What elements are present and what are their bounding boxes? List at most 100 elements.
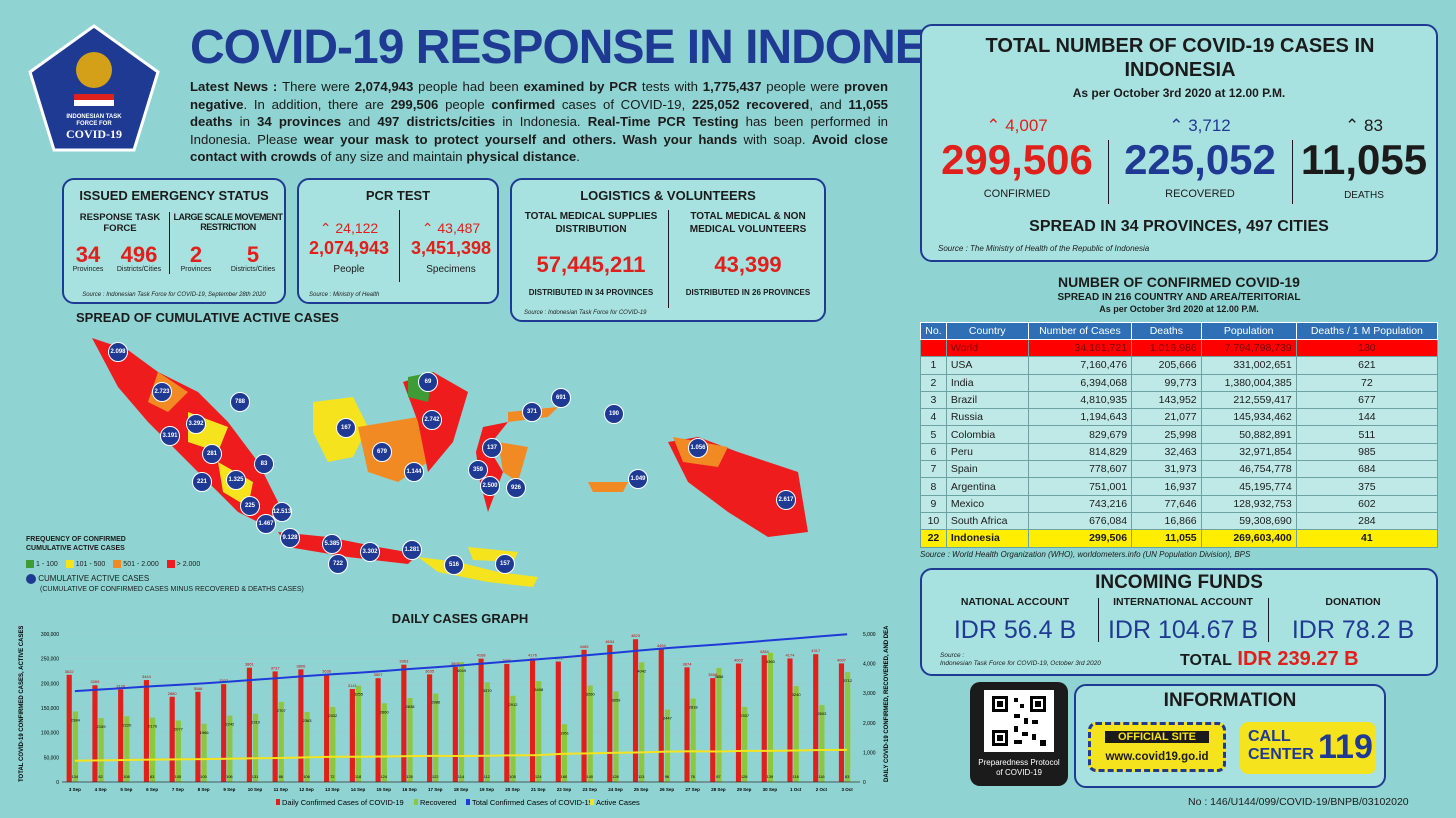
table-cell: 99,773 xyxy=(1131,373,1202,392)
table-cell: 1,194,643 xyxy=(1027,408,1133,427)
table-cell: 331,002,651 xyxy=(1200,356,1297,375)
table-cell: Spain xyxy=(945,460,1029,479)
y-tick-right: 4,000 xyxy=(863,662,876,668)
table-cell: 778,607 xyxy=(1027,460,1133,479)
recovered-label: 3240 xyxy=(792,692,802,697)
recovered-label: RECOVERED xyxy=(1165,188,1235,200)
confirmed-bar xyxy=(427,674,433,782)
x-tick: 16 Sep xyxy=(402,787,417,792)
totals-asof: As per October 3rd 2020 at 12.00 P.M. xyxy=(1072,86,1286,100)
recovered-bar xyxy=(150,717,156,782)
deaths-label: 140 xyxy=(586,774,593,779)
y-tick-right: 5,000 xyxy=(863,632,876,638)
recovered-label: 4049 xyxy=(457,668,467,673)
y-axis-label-left: TOTAL COVID-19 CONFIRMED CASES, ACTIVE C… xyxy=(19,626,25,782)
map-case-dot: 516 xyxy=(444,555,464,575)
deaths-label: 106 xyxy=(303,774,310,779)
deaths-label: 122 xyxy=(432,774,439,779)
x-tick: 10 Sep xyxy=(248,787,263,792)
recovered-bar xyxy=(175,720,181,782)
y-tick-left: 200,000 xyxy=(41,681,59,687)
map-case-dot: 1.281 xyxy=(402,540,422,560)
map-case-dot: 371 xyxy=(522,402,542,422)
confirmed-bar xyxy=(92,685,98,782)
recovered-label: 3408 xyxy=(534,687,544,692)
table-row: 10 South Africa 676,084 16,866 59,308,690 284 xyxy=(920,511,1439,531)
legend-swatch xyxy=(466,799,470,805)
official-site-button[interactable]: OFFICIAL SITE www.covid19.go.id xyxy=(1088,722,1226,772)
tf-districts: 496 xyxy=(120,242,158,267)
map-case-dot: 788 xyxy=(230,392,250,412)
confirmed-total: 299,506 xyxy=(941,136,1093,183)
pcr-specimen-increase: ⌃ 43,487 xyxy=(421,220,481,236)
table-cell: 16,937 xyxy=(1131,477,1202,496)
table-cell: 7,160,476 xyxy=(1027,356,1133,375)
qr-card[interactable]: Preparedness Protocol of COVID-19 xyxy=(970,682,1068,786)
deaths-label: 105 xyxy=(509,774,516,779)
confirmed-label: 3636 xyxy=(322,668,332,673)
emergency-title: ISSUED EMERGENCY STATUS xyxy=(79,188,269,203)
confirmed-bar xyxy=(529,658,536,782)
table-header: No. Country Number of Cases Deaths Populatio… xyxy=(920,322,1439,340)
recovered-bar xyxy=(613,691,619,782)
recovered-bar xyxy=(227,715,233,782)
table-cell: 50,882,891 xyxy=(1200,425,1297,444)
map-case-dot: 2.500 xyxy=(480,476,500,496)
recovered-label: 2532 xyxy=(328,713,338,718)
deaths-label: DEATHS xyxy=(1344,190,1384,201)
recovered-bar xyxy=(716,667,722,782)
chart-title: DAILY CASES GRAPH xyxy=(391,611,529,626)
emergency-source: Source : Indonesian Task Force for COVID… xyxy=(82,292,266,298)
x-tick: 30 Sep xyxy=(763,787,778,792)
x-tick: 17 Sep xyxy=(428,787,443,792)
confirmed-label: 3806 xyxy=(296,663,306,668)
tf-provinces-label: Provinces xyxy=(72,266,104,273)
table-row: 9 Mexico 743,216 77,646 128,932,753 602 xyxy=(920,494,1439,513)
information-panel: INFORMATION OFFICIAL SITE www.covid19.go… xyxy=(1074,684,1386,788)
recovered-bar xyxy=(793,686,799,782)
table-cell: 684 xyxy=(1295,460,1439,479)
table-cell: 284 xyxy=(1295,511,1439,531)
map-case-dot: 2.098 xyxy=(108,342,128,362)
y-tick-right: 3,000 xyxy=(863,691,876,697)
y-tick-right: 1,000 xyxy=(863,750,876,756)
recovered-label: 2818 xyxy=(689,705,699,710)
table-cell: 2 xyxy=(920,373,947,392)
confirmed-bar xyxy=(375,678,381,782)
x-tick: 22 Sep xyxy=(557,787,572,792)
recovered-label: 2176 xyxy=(148,724,158,729)
confirmed-label: 3963 xyxy=(399,659,409,664)
latest-news: Latest News : There were 2,074,943 peopl… xyxy=(190,79,889,164)
table-cell: Brazil xyxy=(945,390,1029,410)
table-cell: 143,952 xyxy=(1131,390,1202,410)
confirmed-label: 3635 xyxy=(425,668,435,673)
deaths-label: 124 xyxy=(380,774,387,779)
table-cell: 77,646 xyxy=(1131,494,1202,513)
deaths-label: 76 xyxy=(690,774,695,779)
table-cell: 34,161,721 xyxy=(1027,338,1133,358)
donation: DONATION IDR 78.2 B xyxy=(1291,596,1415,644)
logo-line-1: INDONESIAN TASK xyxy=(66,114,122,120)
x-tick: 7 Sep xyxy=(172,787,184,792)
recovered-bar xyxy=(664,709,671,782)
table-cell: 7,794,798,739 xyxy=(1200,338,1297,358)
x-tick: 12 Sep xyxy=(299,787,314,792)
confirmed-bar xyxy=(118,689,124,782)
legend-label: Active Cases xyxy=(596,798,640,807)
map-case-dot: 225 xyxy=(240,496,260,516)
world-asof: As per October 3rd 2020 at 12.00 P.M. xyxy=(1099,304,1259,314)
confirmed-bar xyxy=(195,691,201,782)
table-row: 6 Peru 814,829 32,463 32,971,854 985 xyxy=(920,442,1439,462)
map-title: SPREAD OF CUMULATIVE ACTIVE CASES xyxy=(76,310,339,325)
map-case-dot: 359 xyxy=(468,460,488,480)
map-case-dot: 221 xyxy=(192,472,212,492)
recovered-bar xyxy=(253,713,259,782)
confirmed-label: 4465 xyxy=(580,644,590,649)
volunteers-footnote: DISTRIBUTED IN 26 PROVINCES xyxy=(685,288,811,297)
confirmed-bar xyxy=(504,663,510,782)
recovered-bar xyxy=(536,681,542,782)
information-title: INFORMATION xyxy=(1163,690,1297,711)
confirmed-label: 3989 xyxy=(502,658,512,663)
column-header: Deaths xyxy=(1131,322,1202,340)
call-center-button[interactable]: CALL CENTER 119 xyxy=(1240,722,1376,774)
